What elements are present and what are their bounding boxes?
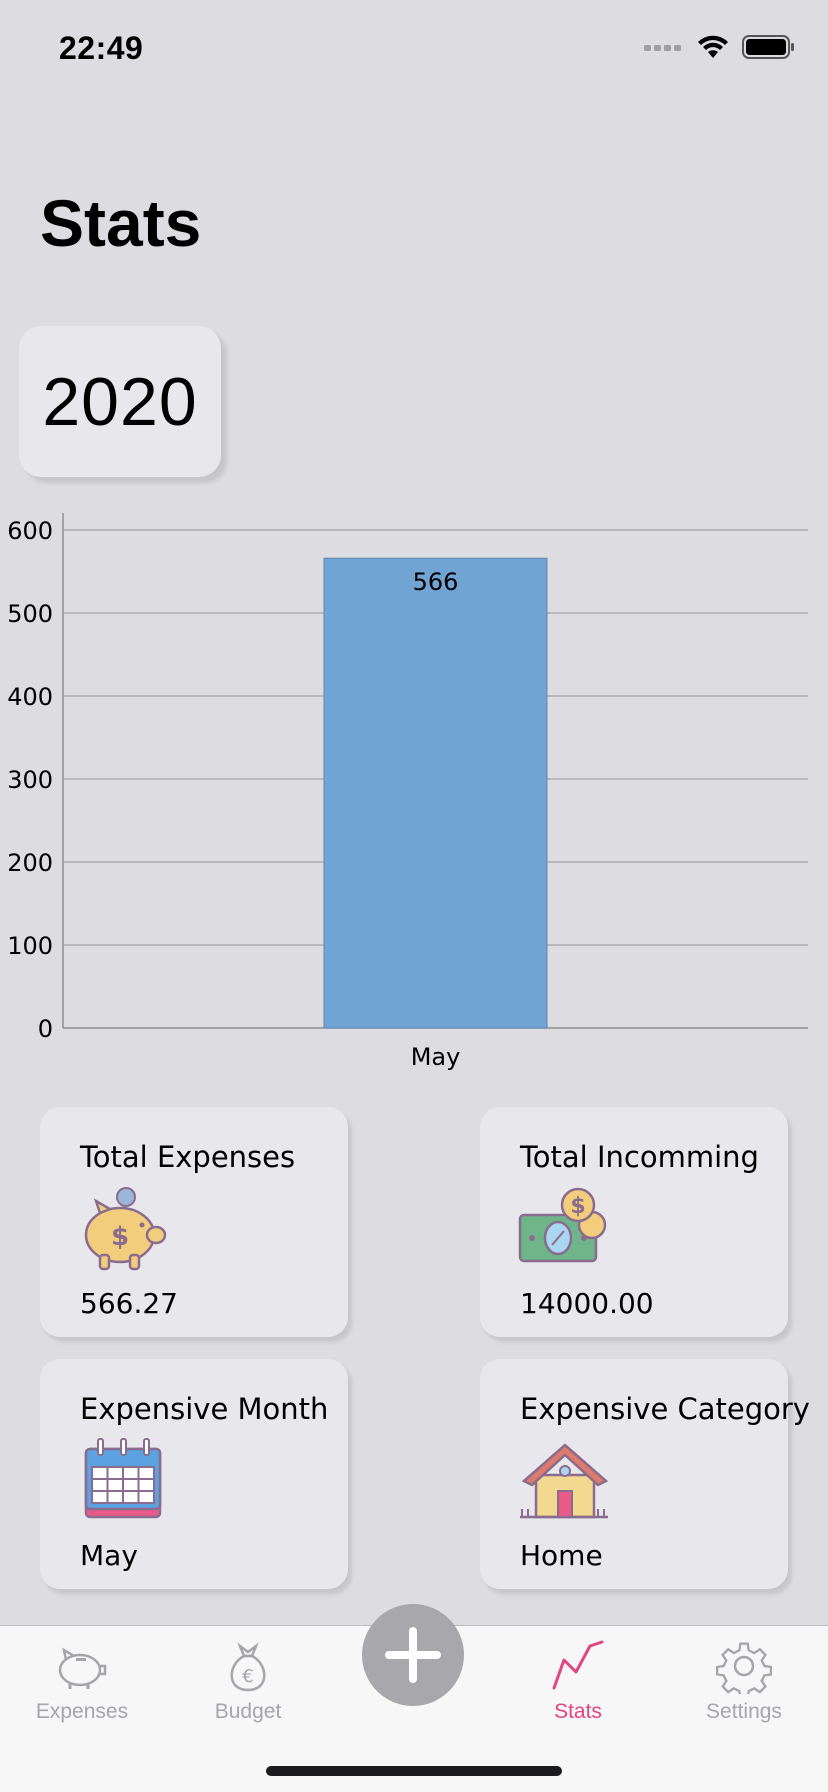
expensive-month-card[interactable]: Expensive Month May xyxy=(40,1359,348,1589)
plus-icon xyxy=(385,1627,441,1683)
tab-stats-label: Stats xyxy=(554,1700,602,1723)
svg-text:$: $ xyxy=(570,1194,585,1219)
x-tick-label: May xyxy=(411,1043,461,1071)
add-button[interactable] xyxy=(362,1604,464,1706)
bar-data-label: 566 xyxy=(413,568,459,596)
home-indicator xyxy=(266,1766,562,1776)
battery-icon xyxy=(742,35,794,59)
money-bag-euro-icon: € xyxy=(230,1642,266,1692)
piggy-bank-icon: $ xyxy=(84,1187,167,1271)
tab-budget[interactable]: € Budget xyxy=(178,1638,318,1748)
gear-icon xyxy=(716,1642,772,1694)
page-title: Stats xyxy=(40,186,202,260)
line-chart-icon xyxy=(552,1640,604,1690)
svg-text:$: $ xyxy=(111,1222,129,1252)
expensive-category-card[interactable]: Expensive Category Home xyxy=(480,1359,810,1589)
card-title: Total Incomming xyxy=(520,1140,759,1174)
total-incoming-value: 14000.00 xyxy=(520,1287,654,1320)
tab-settings-label: Settings xyxy=(706,1700,782,1723)
status-icons xyxy=(644,34,796,60)
total-expenses-card[interactable]: Total Expenses $ 566.27 xyxy=(40,1107,348,1337)
expenses-bar-chart: 0 100 200 300 400 500 600 566 May xyxy=(7,513,808,1071)
calendar-icon xyxy=(84,1438,162,1519)
y-tick-label: 600 xyxy=(7,517,53,545)
wifi-icon xyxy=(698,35,728,58)
signal-icon xyxy=(644,45,681,51)
house-icon xyxy=(520,1443,609,1519)
money-cash-icon: $ xyxy=(518,1187,607,1263)
tab-settings[interactable]: Settings xyxy=(674,1638,814,1748)
bar-may xyxy=(323,557,548,1029)
status-time: 22:49 xyxy=(59,30,144,66)
year-selector[interactable]: 2020 xyxy=(19,326,221,477)
tab-budget-label: Budget xyxy=(214,1700,282,1723)
y-tick-label: 400 xyxy=(7,683,53,711)
y-tick-label: 500 xyxy=(7,600,53,628)
tab-stats[interactable]: Stats xyxy=(508,1638,648,1748)
tab-expenses[interactable]: Expenses xyxy=(12,1638,152,1748)
expensive-month-value: May xyxy=(80,1539,138,1572)
y-tick-label: 0 xyxy=(38,1015,53,1043)
card-title: Expensive Month xyxy=(80,1392,329,1426)
expensive-category-value: Home xyxy=(520,1539,603,1572)
piggy-bank-icon xyxy=(58,1647,107,1689)
svg-text:€: € xyxy=(242,1666,253,1687)
tab-expenses-label: Expenses xyxy=(35,1700,129,1723)
y-tick-label: 100 xyxy=(7,932,53,960)
total-incoming-card[interactable]: Total Incomming $ 14000.00 xyxy=(480,1107,788,1337)
card-title: Expensive Category xyxy=(520,1392,810,1426)
y-tick-label: 200 xyxy=(7,849,53,877)
total-expenses-value: 566.27 xyxy=(80,1287,178,1320)
y-tick-label: 300 xyxy=(7,766,53,794)
card-title: Total Expenses xyxy=(80,1140,296,1174)
